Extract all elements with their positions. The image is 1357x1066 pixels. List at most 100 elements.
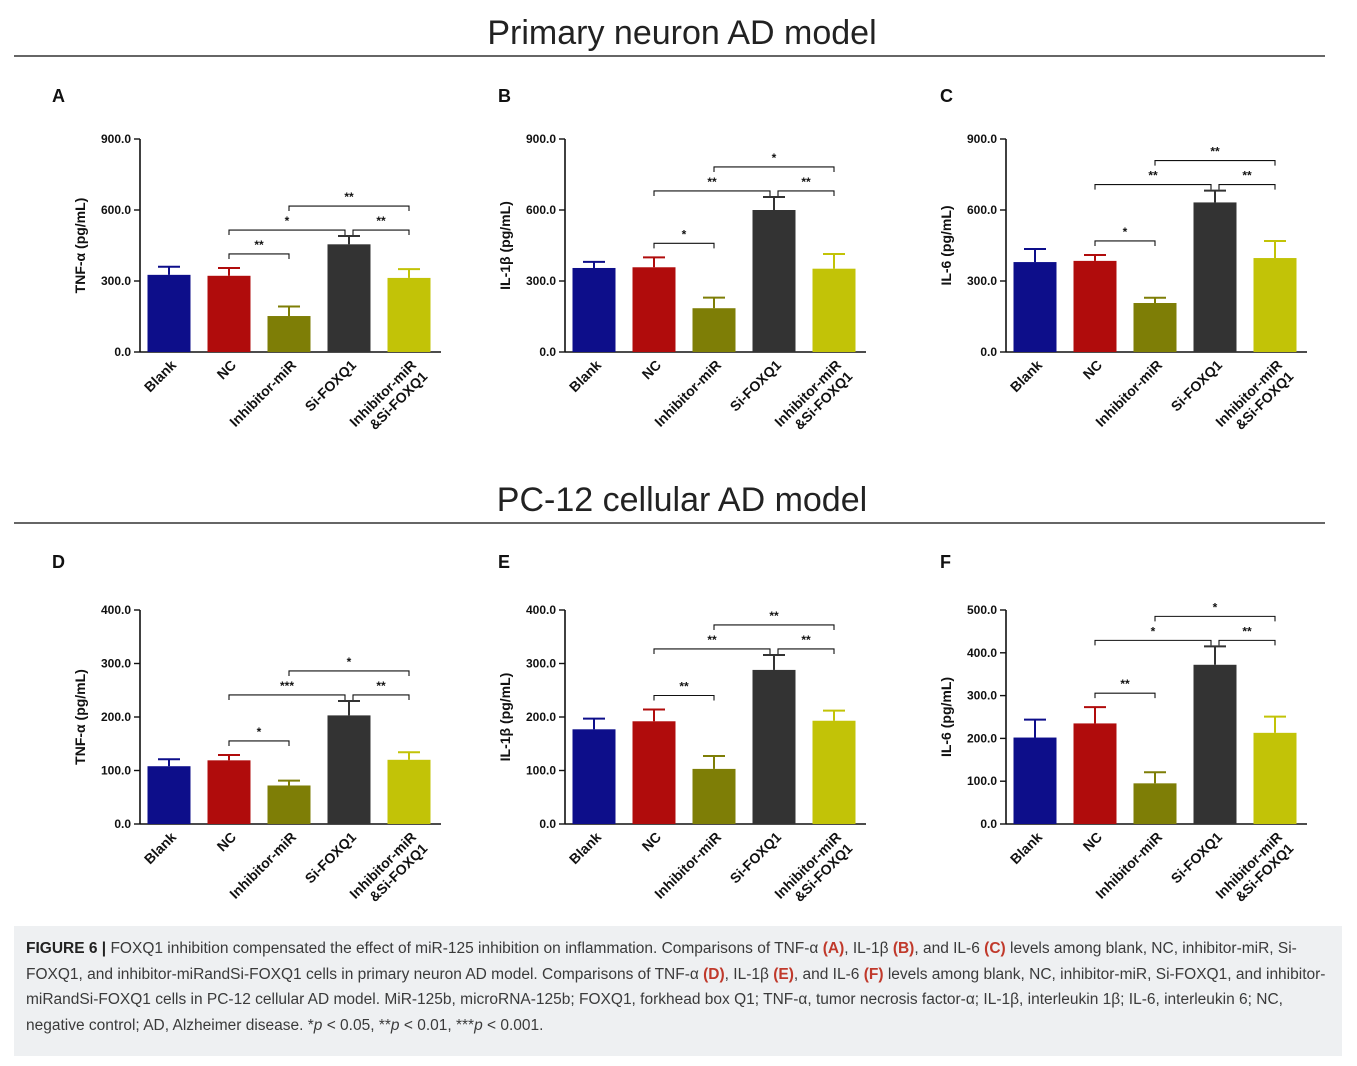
bar-nc xyxy=(1073,260,1117,352)
bar-inhibitor-mir xyxy=(267,316,311,352)
bar-si-foxq1 xyxy=(752,669,796,824)
significance-bracket xyxy=(1154,615,1276,622)
y-axis-label: TNF-α (pg/mL) xyxy=(72,669,88,765)
significance-label: ** xyxy=(707,633,717,647)
x-tick-label-line: Blank xyxy=(566,829,604,867)
y-tick-label: 300.0 xyxy=(526,657,556,671)
panel-letter: C xyxy=(940,86,953,106)
y-axis-label: IL-6 (pg/mL) xyxy=(938,677,954,757)
significance-bracket xyxy=(1154,160,1276,166)
bar-inhibitor-mir-si-foxq1 xyxy=(1253,732,1297,824)
x-tick-label: Blank xyxy=(566,829,604,867)
x-tick-label: Si-FOXQ1 xyxy=(1168,829,1226,887)
significance-label: ** xyxy=(801,633,811,647)
x-tick-label-line: NC xyxy=(638,357,664,383)
x-tick-label: Inhibitor-miR&Si-FOXQ1 xyxy=(1212,357,1296,441)
y-tick-label: 900.0 xyxy=(101,132,131,146)
bar-si-foxq1 xyxy=(1193,664,1237,824)
x-tick-label-line: Blank xyxy=(141,829,179,867)
bar-blank xyxy=(1013,737,1057,824)
x-tick-label: NC xyxy=(638,829,664,855)
caption-text: < 0.05, ** xyxy=(322,1016,391,1034)
y-tick-label: 0.0 xyxy=(539,345,556,359)
x-tick-label: Inhibitor-miR&Si-FOXQ1 xyxy=(1212,829,1296,913)
y-tick-label: 100.0 xyxy=(526,764,556,778)
figure-caption: FIGURE 6 | FOXQ1 inhibition compensated … xyxy=(14,926,1342,1056)
caption-p: p xyxy=(474,1016,483,1034)
bar-blank xyxy=(572,267,616,352)
x-tick-label-line: NC xyxy=(1079,829,1105,855)
x-tick-label: NC xyxy=(1079,357,1105,383)
bar-blank xyxy=(147,274,191,352)
bar-blank xyxy=(572,729,616,824)
figure: Primary neuron AD model PC-12 cellular A… xyxy=(14,14,1325,913)
y-tick-label: 300.0 xyxy=(101,274,131,288)
bar-nc xyxy=(1073,723,1117,824)
x-tick-label: NC xyxy=(213,829,239,855)
caption-ref-c: (C) xyxy=(984,940,1006,957)
x-tick-label-line: Si-FOXQ1 xyxy=(302,357,360,415)
y-tick-label: 100.0 xyxy=(101,764,131,778)
significance-label: ** xyxy=(376,679,386,693)
x-tick-label: NC xyxy=(1079,829,1105,855)
x-tick-label-line: Si-FOXQ1 xyxy=(727,829,785,887)
caption-text: , and IL-6 xyxy=(793,965,860,983)
y-tick-label: 600.0 xyxy=(526,203,556,217)
x-tick-label: Si-FOXQ1 xyxy=(1168,357,1226,415)
y-tick-label: 200.0 xyxy=(967,731,997,745)
bar-si-foxq1 xyxy=(1193,202,1237,352)
significance-label: ** xyxy=(1242,169,1252,183)
bar-inhibitor-mir xyxy=(692,308,736,352)
y-tick-label: 0.0 xyxy=(980,345,997,359)
x-tick-label: Inhibitor-miR&Si-FOXQ1 xyxy=(771,357,855,441)
x-tick-label: Si-FOXQ1 xyxy=(302,357,360,415)
x-tick-label: Inhibitor-miR&Si-FOXQ1 xyxy=(346,829,430,913)
x-tick-label-line: Blank xyxy=(566,357,604,395)
significance-label: ** xyxy=(1210,145,1220,159)
significance-bracket xyxy=(352,694,410,700)
bar-nc xyxy=(207,275,251,352)
significance-label: ** xyxy=(1148,169,1158,183)
significance-label: * xyxy=(257,725,262,739)
caption-figure-label: FIGURE 6 | xyxy=(26,940,107,957)
x-tick-label: NC xyxy=(638,357,664,383)
significance-label: ** xyxy=(344,190,354,204)
y-tick-label: 500.0 xyxy=(967,603,997,617)
bar-inhibitor-mir xyxy=(692,768,736,824)
significance-label: *** xyxy=(280,679,294,693)
x-tick-label: Blank xyxy=(566,357,604,395)
caption-text: , IL-1β xyxy=(724,965,769,983)
y-tick-label: 400.0 xyxy=(526,603,556,617)
y-tick-label: 0.0 xyxy=(980,817,997,831)
panel-letter: F xyxy=(940,552,951,572)
x-tick-label: Inhibitor-miR&Si-FOXQ1 xyxy=(346,357,430,441)
y-tick-label: 300.0 xyxy=(101,657,131,671)
bar-inhibitor-mir xyxy=(1133,303,1177,352)
x-tick-label-line: NC xyxy=(213,829,239,855)
x-tick-label-line: NC xyxy=(213,357,239,383)
significance-label: ** xyxy=(376,214,386,228)
x-tick-label-line: Blank xyxy=(1007,357,1045,395)
x-tick-label: Blank xyxy=(1007,357,1045,395)
bar-nc xyxy=(632,267,676,352)
significance-bracket xyxy=(288,670,410,676)
y-tick-label: 300.0 xyxy=(967,274,997,288)
bar-si-foxq1 xyxy=(752,210,796,352)
bar-inhibitor-mir xyxy=(1133,783,1177,824)
x-tick-label: Si-FOXQ1 xyxy=(727,357,785,415)
bar-nc xyxy=(632,721,676,824)
x-tick-label-line: NC xyxy=(638,829,664,855)
significance-label: ** xyxy=(769,609,779,623)
panel-letter: B xyxy=(498,86,511,106)
caption-text: < 0.01, *** xyxy=(399,1016,475,1034)
significance-label: * xyxy=(1123,225,1128,239)
significance-bracket xyxy=(653,190,771,196)
x-tick-label-line: Si-FOXQ1 xyxy=(1168,829,1226,887)
x-tick-label-line: NC xyxy=(1079,357,1105,383)
caption-ref-d: (D) xyxy=(703,965,725,983)
y-tick-label: 600.0 xyxy=(967,203,997,217)
y-axis-label: IL-1β (pg/mL) xyxy=(497,201,513,290)
caption-ref-f: (F) xyxy=(863,965,884,983)
significance-bracket xyxy=(1094,692,1156,699)
y-tick-label: 300.0 xyxy=(526,274,556,288)
